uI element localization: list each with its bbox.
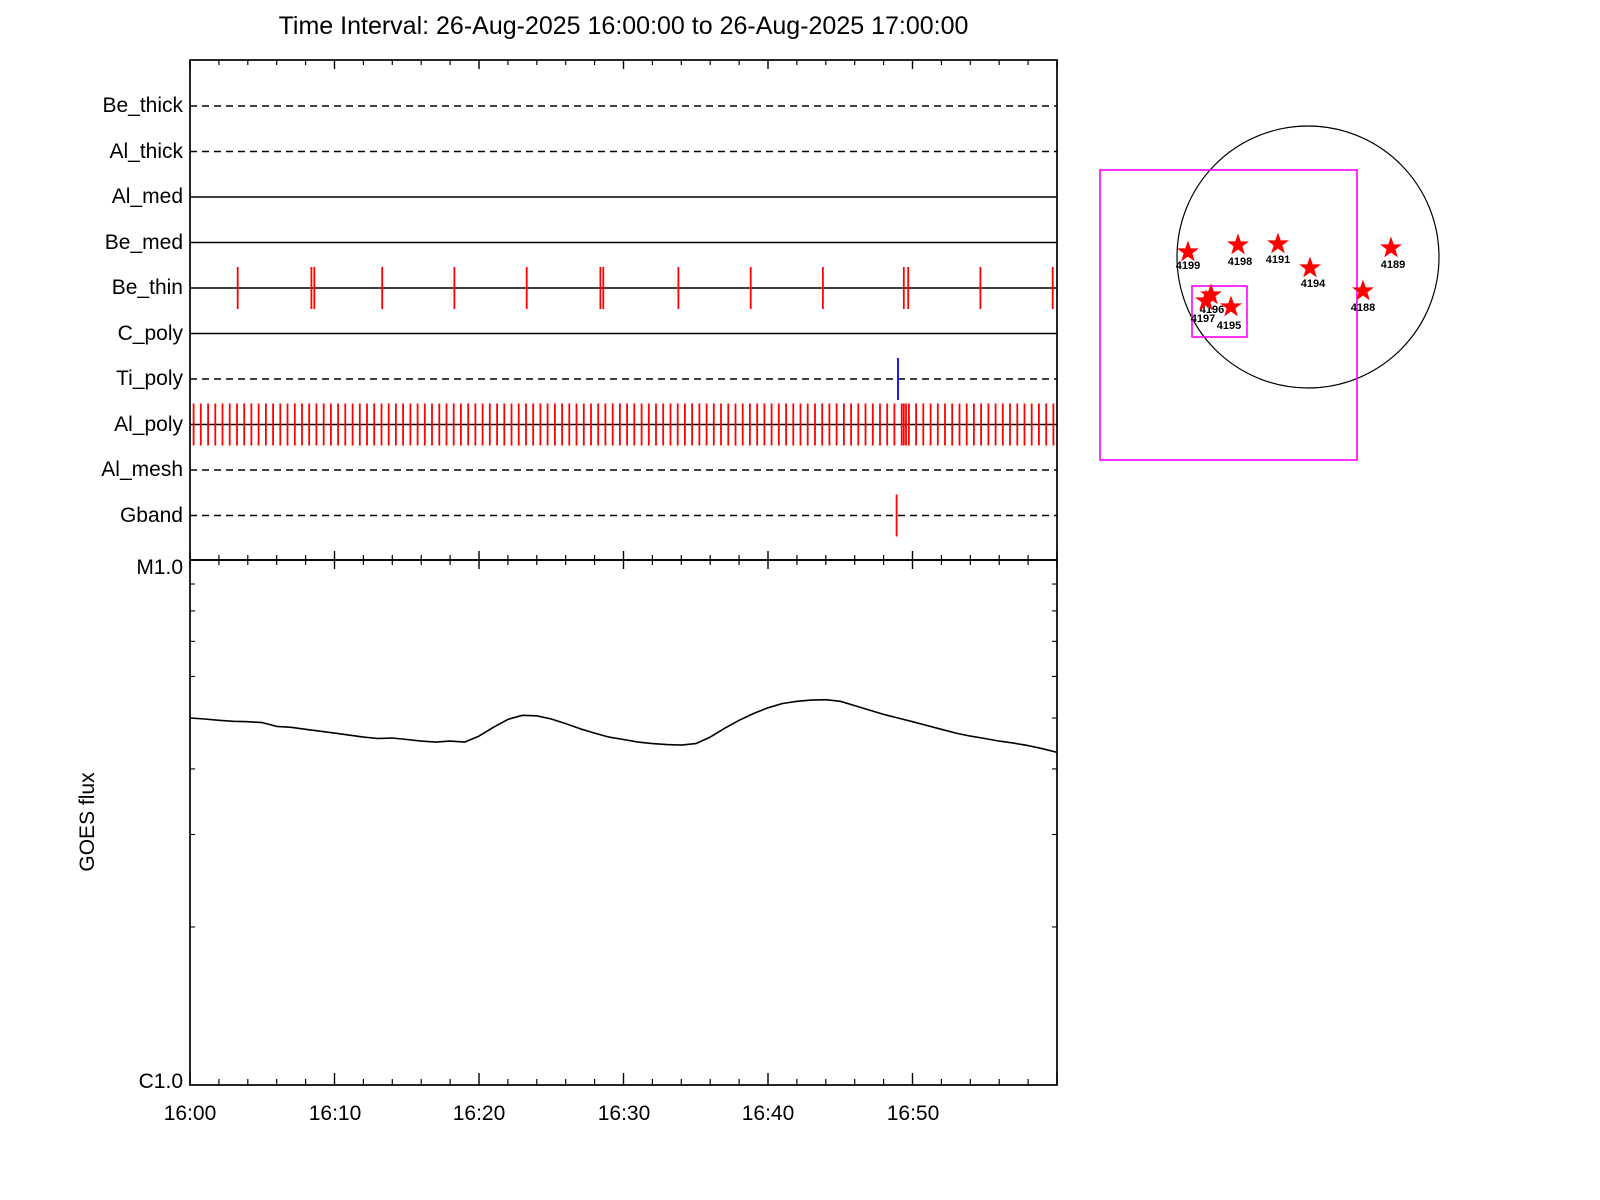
active-region-label-4195: 4195 bbox=[1217, 320, 1241, 332]
solar-limb-circle bbox=[1176, 125, 1440, 389]
active-region-star-4199 bbox=[1177, 240, 1199, 262]
active-region-label-4199: 4199 bbox=[1176, 260, 1200, 272]
active-region-star-4197 bbox=[1195, 289, 1217, 311]
x-tick-label-1610: 16:10 bbox=[308, 1102, 362, 1125]
active-region-label-4196: 4196 bbox=[1200, 304, 1224, 316]
timeline-panel-border bbox=[189, 59, 1058, 561]
filter-label-be-med: Be_med bbox=[104, 231, 183, 254]
active-region-label-4191: 4191 bbox=[1266, 254, 1290, 266]
goes-panel-border bbox=[189, 559, 1058, 1086]
active-region-star-4195 bbox=[1220, 295, 1242, 317]
goes-flux-curve bbox=[189, 698, 1058, 754]
active-region-label-4194: 4194 bbox=[1301, 278, 1326, 290]
goes-ymax-label: M1.0 bbox=[136, 556, 183, 579]
x-tick-label-1600: 16:00 bbox=[163, 1102, 217, 1125]
active-region-star-4198 bbox=[1227, 233, 1249, 255]
filter-label-al-med: Al_med bbox=[111, 185, 183, 208]
filter-label-gband: Gband bbox=[119, 504, 183, 527]
filter-label-al-mesh: Al_mesh bbox=[101, 458, 183, 481]
filter-label-be-thin: Be_thin bbox=[111, 276, 183, 299]
active-region-label-4198: 4198 bbox=[1228, 256, 1252, 268]
active-region-label-4188: 4188 bbox=[1351, 302, 1375, 314]
filter-label-c-poly: C_poly bbox=[117, 322, 183, 345]
active-region-star-4194 bbox=[1299, 256, 1321, 278]
active-region-label-4197: 4197 bbox=[1191, 313, 1215, 325]
filter-label-be-thick: Be_thick bbox=[102, 94, 183, 117]
active-region-label-4189: 4189 bbox=[1381, 259, 1405, 271]
active-region-star-4188 bbox=[1352, 279, 1374, 301]
active-region-star-4191 bbox=[1267, 232, 1289, 254]
x-tick-label-1630: 16:30 bbox=[597, 1102, 651, 1125]
fov-box-0 bbox=[1099, 169, 1358, 461]
fov-box-1 bbox=[1191, 285, 1248, 338]
x-tick-label-1650: 16:50 bbox=[886, 1102, 940, 1125]
goes-ymin-label: C1.0 bbox=[138, 1070, 183, 1093]
filter-label-al-poly: Al_poly bbox=[114, 413, 183, 436]
page-title: Time Interval: 26-Aug-2025 16:00:00 to 2… bbox=[278, 12, 969, 40]
filter-label-al-thick: Al_thick bbox=[109, 140, 183, 163]
x-tick-label-1620: 16:20 bbox=[452, 1102, 506, 1125]
active-region-star-4189 bbox=[1380, 236, 1402, 258]
filter-label-ti-poly: Ti_poly bbox=[116, 367, 183, 390]
x-tick-label-1640: 16:40 bbox=[741, 1102, 795, 1125]
